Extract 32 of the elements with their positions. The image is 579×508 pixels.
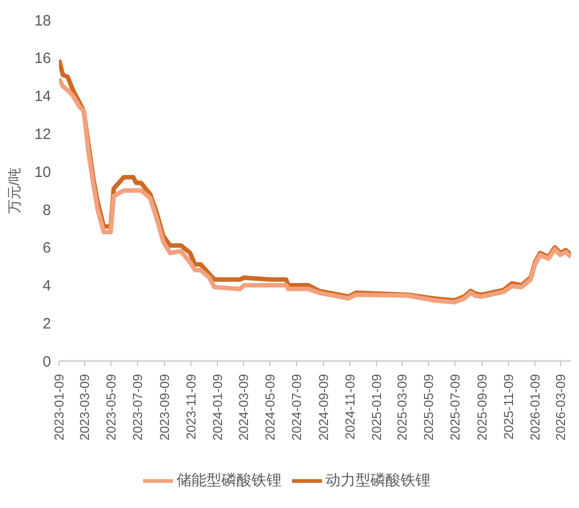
x-tick-label: 2025-03-09: [394, 374, 410, 440]
x-tick-label: 2023-11-09: [184, 374, 199, 440]
x-tick-label: 2024-11-09: [342, 374, 358, 440]
x-tick-label: 2023-09-09: [157, 374, 172, 440]
x-tick-label: 2025-11-09: [500, 374, 516, 440]
x-tick-label: 2026-03-09: [553, 374, 568, 440]
y-tick-label: 8: [42, 202, 51, 219]
x-tick-label: 2024-03-09: [236, 374, 252, 440]
x-tick-label: 2023-01-09: [52, 374, 66, 440]
x-tick-label: 2025-01-09: [368, 374, 384, 440]
y-tick-label: 18: [34, 12, 51, 30]
legend-label: 储能型磷酸铁锂: [176, 472, 282, 489]
y-tick-label: 14: [34, 88, 51, 106]
y-tick-label: 16: [34, 50, 51, 68]
x-tick-label: 2026-01-09: [527, 374, 542, 440]
y-tick-label: 4: [42, 278, 51, 295]
y-tick-label: 2: [42, 315, 51, 332]
x-tick-label: 2025-07-09: [448, 374, 463, 440]
y-tick-label: 6: [42, 240, 51, 257]
y-tick-label: 0: [42, 353, 51, 370]
x-tick-label: 2024-05-09: [262, 374, 278, 440]
x-tick-label: 2025-09-09: [474, 374, 490, 440]
y-tick-label: 12: [34, 126, 51, 143]
x-tick-label: 2024-09-09: [316, 374, 331, 440]
x-tick-label: 2024-01-09: [210, 374, 226, 440]
legend-label: 动力型磷酸铁锂: [326, 472, 430, 489]
x-tick-label: 2023-07-09: [130, 374, 146, 440]
x-tick-label: 2024-07-09: [289, 374, 304, 440]
x-tick-label: 2023-05-09: [104, 374, 119, 440]
x-tick-label: 2023-03-09: [77, 374, 92, 440]
y-tick-label: 10: [34, 164, 51, 181]
x-tick-label: 2025-05-09: [421, 374, 436, 440]
